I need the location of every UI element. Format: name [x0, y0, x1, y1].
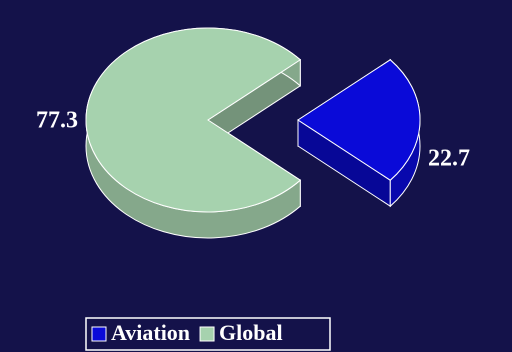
slice-top — [297, 59, 421, 181]
slice-top — [85, 27, 302, 213]
legend-swatch — [199, 326, 215, 342]
legend-label: Aviation — [111, 320, 190, 345]
data-label: 77.3 — [36, 108, 78, 134]
legend-swatch — [91, 326, 107, 342]
pie-slice — [85, 27, 302, 239]
pie-slice — [297, 58, 421, 208]
data-label: 22.7 — [428, 146, 470, 172]
legend-label: Global — [219, 320, 283, 345]
legend: Aviation Global — [85, 317, 331, 351]
legend-box — [85, 317, 331, 351]
